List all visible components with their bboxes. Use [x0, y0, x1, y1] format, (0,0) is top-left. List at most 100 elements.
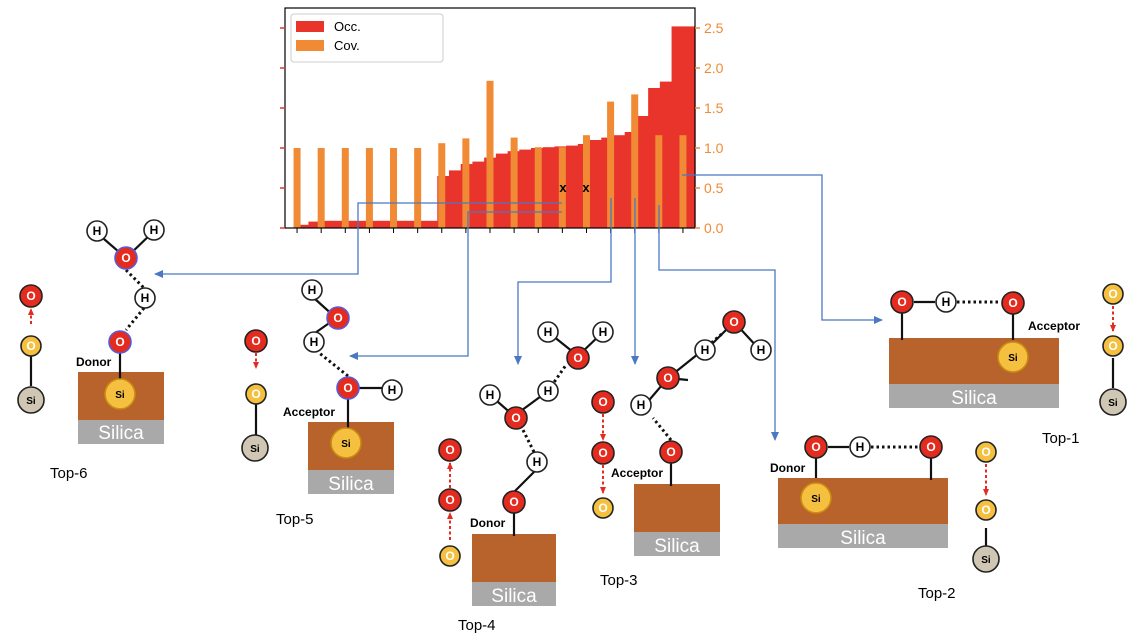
- occ-bar: [495, 153, 509, 228]
- hydrogen-atom: [479, 384, 501, 406]
- oxygen-atom-label: O: [115, 335, 124, 349]
- silanol-oxygen-atom: [1102, 335, 1124, 357]
- arrow-to-top6: [154, 202, 562, 278]
- silicon-atom: [1099, 388, 1127, 416]
- surface-silicon-atom: [104, 378, 136, 410]
- oxygen-atom-label: O: [663, 371, 672, 385]
- silanol-oxygen-atom-label: O: [1108, 287, 1117, 301]
- silanol-oxygen-atom-label: O: [981, 503, 990, 517]
- cov-bars: [293, 80, 687, 229]
- legend-swatch-cov: [296, 40, 324, 51]
- oxygen-atom-label: O: [333, 311, 342, 325]
- occ-bar: [636, 116, 649, 228]
- right-y-axis: 0.0 0.5 1.0 1.5 2.0 2.5: [695, 20, 724, 236]
- x-mark-1: x: [559, 180, 567, 195]
- cov-bar: [679, 135, 687, 228]
- oxygen-atom-label: O: [26, 289, 35, 303]
- oxygen-atom-label: O: [573, 351, 582, 365]
- oxygen-atom: [656, 366, 680, 390]
- silanol-oxygen-atom: [975, 499, 997, 521]
- silicon-atom-label: Si: [1108, 398, 1118, 409]
- cov-bar: [365, 148, 373, 228]
- surface-silicon-atom-label: Si: [811, 494, 821, 505]
- slab-top3-base: [634, 532, 720, 556]
- occ-bar: [425, 220, 438, 228]
- silicon-atom-label: Si: [981, 555, 991, 566]
- oxygen-atom: [659, 440, 683, 464]
- hydrogen-atom: [537, 380, 559, 402]
- hydrogen-atom: [301, 279, 323, 301]
- slab-top3-bulk: [634, 484, 720, 532]
- silicon-atom: [241, 434, 269, 462]
- right-tick-label: 1.0: [704, 140, 724, 156]
- silanol-oxygen-atom: [439, 545, 461, 567]
- hydrogen-bond: [124, 268, 146, 290]
- hydrogen-atom: [537, 321, 559, 343]
- oxygen-atom-label: O: [1008, 296, 1017, 310]
- occ-bar: [343, 220, 356, 228]
- silanol-oxygen-atom: [20, 335, 42, 357]
- hydrogen-atom-label: H: [544, 325, 553, 339]
- occ-bar: [613, 135, 626, 228]
- hydrogen-atom: [381, 379, 403, 401]
- hydrogen-bond: [317, 350, 349, 378]
- arrow-to-top1: [682, 174, 883, 324]
- silicon-atom-label: Si: [250, 444, 260, 455]
- surface-silicon-atom-label: Si: [341, 439, 351, 450]
- slab-top6-base: [78, 420, 164, 444]
- caption-top1: Top-1: [1042, 430, 1080, 447]
- right-tick-label: 1.5: [704, 100, 724, 116]
- hydrogen-atom-label: H: [533, 455, 542, 469]
- slab-top2: Silica: [778, 478, 948, 549]
- surface-silicon-atom: [800, 482, 832, 514]
- hydrogen-atom-label: H: [388, 383, 397, 397]
- silanol-oxygen-atom: [592, 497, 614, 519]
- oxygen-atom: [1001, 291, 1025, 315]
- x-ticks: [296, 228, 684, 233]
- cov-bar: [655, 135, 663, 228]
- oxygen-atom: [19, 284, 43, 308]
- occ-bar: [331, 220, 345, 228]
- hydrogen-atom-label: H: [599, 325, 608, 339]
- hydrogen-atom-label: H: [856, 440, 865, 454]
- oxygen-atom-label: O: [509, 495, 518, 509]
- oxygen-atom-label: O: [445, 443, 454, 457]
- connector-arrows: [154, 174, 883, 441]
- legend-label-cov: Cov.: [334, 38, 360, 53]
- slab-top1-base: [889, 384, 1059, 408]
- hydrogen-atom: [592, 321, 614, 343]
- hydrogen-atom-label: H: [701, 343, 710, 357]
- slab-top1: Silica: [889, 338, 1059, 409]
- hydrogen-atom-label: H: [93, 224, 102, 238]
- right-tick-label: 2.5: [704, 20, 724, 36]
- cov-bar: [390, 148, 398, 228]
- left-ticks: [280, 27, 285, 229]
- role-label-top4: Donor: [470, 516, 506, 530]
- occ-bar: [367, 220, 380, 228]
- silanol-oxygen-atom-label: O: [1108, 339, 1117, 353]
- cov-bar: [607, 101, 615, 228]
- oxygen-atom-label: O: [445, 493, 454, 507]
- cov-bar: [414, 148, 422, 228]
- cov-bar: [317, 148, 325, 228]
- oxygen-atom: [504, 406, 528, 430]
- oxygen-atom-label: O: [897, 295, 906, 309]
- slab-top5-base: [308, 470, 394, 494]
- silanol-oxygen-atom-label: O: [251, 387, 260, 401]
- oxygen-atom: [438, 438, 462, 462]
- cov-bar: [341, 148, 349, 228]
- role-label-top1: Acceptor: [1028, 319, 1080, 333]
- silanol-oxygen-atom: [975, 441, 997, 463]
- hydrogen-atom-label: H: [757, 343, 766, 357]
- caption-top6: Top-6: [50, 465, 88, 482]
- occ-bar: [542, 147, 556, 228]
- oxygen-atom: [108, 330, 132, 354]
- oxygen-atom-label: O: [121, 251, 130, 265]
- bar-chart: 0.0 0.5 1.0 1.5 2.0 2.5 Occ. Cov. x x: [280, 7, 724, 236]
- legend-swatch-occ: [296, 21, 324, 32]
- oxygen-atom-label: O: [343, 381, 352, 395]
- hydrogen-atom: [849, 436, 871, 458]
- arrow-to-top4: [514, 198, 612, 365]
- right-tick-label: 0.5: [704, 180, 724, 196]
